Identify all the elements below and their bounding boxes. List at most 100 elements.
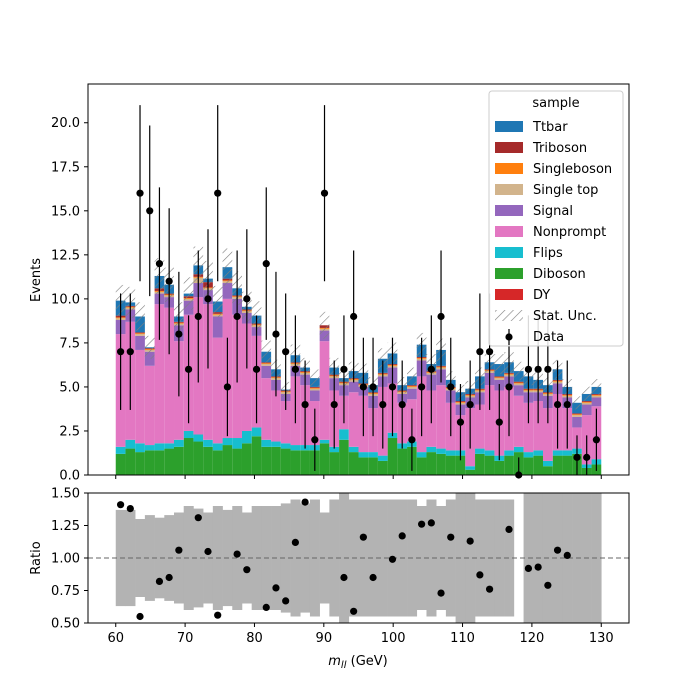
legend-label: Signal — [533, 204, 573, 219]
ratio-point — [466, 537, 474, 545]
data-point — [553, 400, 562, 409]
ratio-band-bin — [232, 506, 243, 610]
stat-unc-bin — [591, 379, 602, 395]
ratio-point — [544, 581, 552, 589]
ratio-y-tick-label: 0.75 — [51, 584, 80, 599]
bar-diboson — [319, 443, 330, 475]
data-point — [388, 383, 397, 391]
bar-flips — [183, 430, 194, 439]
ratio-band-bin — [144, 515, 155, 601]
legend-label: Ttbar — [532, 120, 568, 135]
stat-unc-bin — [319, 311, 330, 339]
bar-flips — [426, 446, 437, 453]
ratio-point — [126, 505, 134, 513]
data-point — [359, 383, 367, 391]
bar-diboson — [329, 452, 340, 475]
data-point — [505, 383, 513, 391]
bar-diboson — [261, 446, 272, 475]
bar-diboson — [164, 448, 175, 475]
data-point — [291, 365, 299, 373]
bar-flips — [339, 429, 349, 440]
x-tick-label: 60 — [107, 631, 124, 646]
stat-unc-bin — [144, 335, 155, 359]
data-point — [282, 348, 290, 356]
bar-flips — [271, 441, 281, 447]
legend-swatch — [495, 310, 523, 321]
data-point — [320, 189, 329, 197]
data-point — [165, 277, 173, 285]
ratio-point — [272, 584, 280, 592]
stat-unc-bin — [261, 340, 272, 363]
bar-diboson — [183, 438, 194, 475]
ratio-point — [369, 573, 377, 582]
main-y-ticks: 0.0 2.5 5.0 7.5 10.0 12.5 15.0 17.5 20.0 — [51, 116, 88, 484]
legend-swatch — [495, 247, 523, 258]
data-point — [408, 436, 416, 444]
ratio-point — [194, 514, 202, 522]
ratio-band-bin — [465, 493, 476, 623]
bar-diboson — [300, 450, 310, 475]
bar-flips — [329, 446, 340, 453]
bar-diboson — [251, 436, 262, 475]
stat-unc-bin — [183, 277, 194, 310]
x-tick-label: 100 — [381, 631, 406, 646]
ratio-band-bin — [290, 499, 301, 617]
bar-flips — [484, 450, 495, 456]
ratio-band-bin — [504, 499, 515, 617]
ratio-point — [398, 532, 406, 540]
legend-title: sample — [532, 96, 579, 111]
bar-diboson — [436, 453, 446, 475]
bar-flips — [251, 427, 262, 437]
bar-flips — [523, 452, 534, 458]
data-point — [563, 400, 571, 409]
stat-unc-bin — [513, 361, 524, 381]
data-point — [369, 383, 377, 391]
data-point — [175, 330, 183, 338]
ratio-point — [563, 551, 571, 560]
bar-diboson — [222, 445, 233, 475]
data-point — [194, 312, 202, 321]
bar-diboson — [475, 453, 485, 475]
bar-single-top — [513, 383, 524, 386]
bar-flips — [222, 438, 233, 446]
bar-singleboson — [581, 401, 592, 403]
ratio-point — [437, 589, 445, 597]
bar-nonprompt — [319, 341, 330, 440]
legend-entries: Ttbar Triboson Singleboson Single top Signal… — [495, 120, 612, 345]
bar-flips — [562, 450, 573, 456]
main-panel: 0.0 2.5 5.0 7.5 10.0 12.5 15.0 17.5 20.0 Events — [29, 83, 630, 484]
bar-flips — [290, 445, 301, 451]
bar-signal — [222, 283, 233, 299]
bar-signal — [135, 335, 145, 350]
stat-unc-bin — [572, 396, 582, 410]
legend-label: Nonprompt — [533, 225, 606, 240]
legend-label: DY — [533, 288, 550, 303]
ratio-point — [427, 519, 435, 527]
main-x-ticks — [115, 475, 602, 479]
main-y-axis-label: Events — [29, 258, 44, 302]
data-point — [330, 400, 338, 409]
bar-flips — [115, 446, 126, 454]
data-point — [379, 400, 387, 409]
bar-diboson — [416, 457, 427, 475]
ratio-points — [116, 498, 571, 621]
data-point — [155, 260, 164, 268]
bar-flips — [513, 446, 524, 453]
bar-diboson — [154, 450, 165, 475]
ratio-point — [476, 571, 484, 579]
bar-diboson — [203, 446, 213, 475]
bar-flips — [542, 460, 553, 467]
ratio-y-tick-label: 0.50 — [51, 617, 80, 632]
bar-diboson — [241, 443, 252, 475]
data-point — [126, 348, 134, 356]
ratio-point — [204, 547, 212, 556]
bar-flips — [144, 445, 155, 451]
legend-swatch — [495, 163, 523, 174]
data-point — [583, 453, 591, 461]
bar-diboson — [271, 446, 281, 475]
bar-diboson — [523, 457, 534, 475]
ratio-y-tick-label: 1.50 — [51, 487, 80, 502]
data-point — [204, 295, 212, 303]
ratio-point — [291, 538, 299, 547]
bar-diboson — [465, 469, 476, 475]
